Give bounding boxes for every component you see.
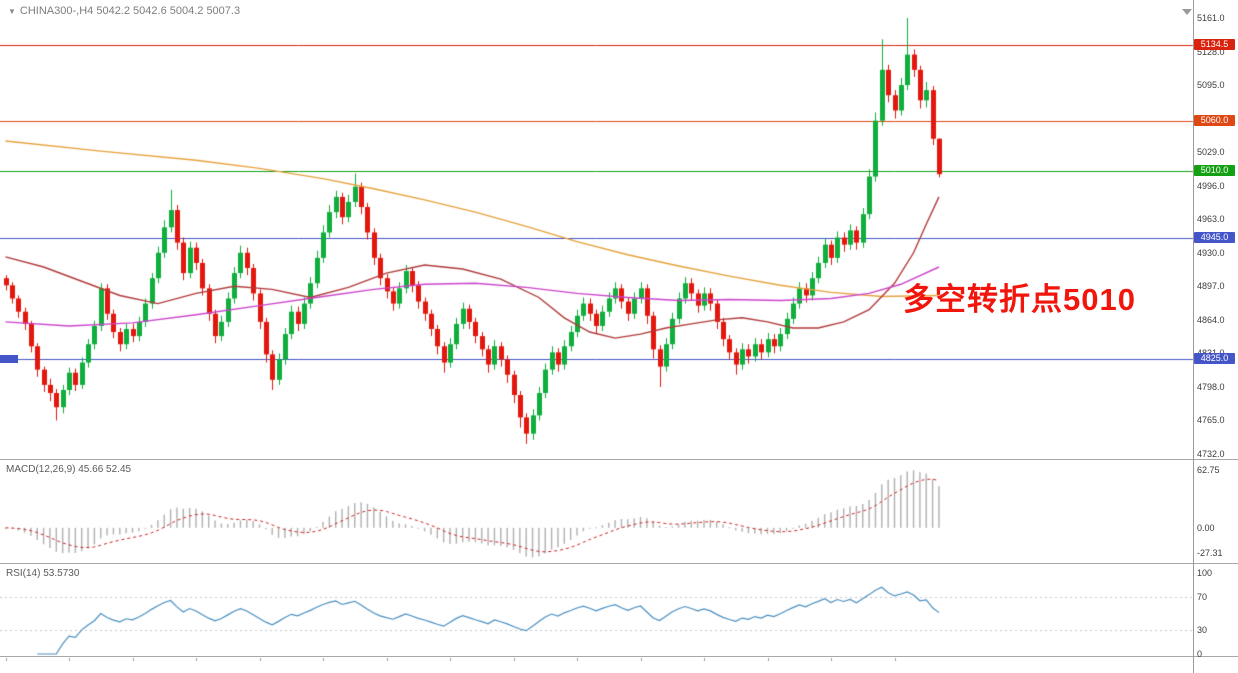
macd-tick-label: 62.75 bbox=[1197, 465, 1220, 475]
price-tick-label: 5029.0 bbox=[1197, 147, 1225, 157]
rsi-tick-label: 100 bbox=[1197, 568, 1213, 578]
price-axis[interactable]: 5161.05128.05095.05062.05029.04996.04963… bbox=[1194, 0, 1238, 673]
hline-price-label: 4825.0 bbox=[1194, 353, 1235, 364]
scroll-anchor-icon[interactable] bbox=[1182, 9, 1192, 15]
price-axis-border bbox=[1193, 0, 1194, 673]
hline-price-label: 5010.0 bbox=[1194, 165, 1235, 176]
rsi-tick-label: 0 bbox=[1197, 649, 1203, 659]
price-tick-label: 5161.0 bbox=[1197, 13, 1225, 23]
macd-label: MACD(12,26,9) 45.66 52.45 bbox=[6, 464, 132, 475]
price-tick-label: 5095.0 bbox=[1197, 80, 1225, 90]
panel-divider-main-macd[interactable] bbox=[0, 459, 1238, 460]
macd-tick-label: 0.00 bbox=[1197, 523, 1215, 533]
symbol-ohlc-text: CHINA300-,H4 5042.2 5042.6 5004.2 5007.3 bbox=[19, 5, 241, 17]
hline-left-marker[interactable] bbox=[0, 355, 18, 363]
price-tick-label: 4732.0 bbox=[1197, 449, 1225, 459]
hline-price-label: 5134.5 bbox=[1194, 39, 1235, 50]
price-tick-label: 4864.0 bbox=[1197, 315, 1225, 325]
panel-divider-rsi-time bbox=[0, 656, 1238, 657]
hline-price-label: 4945.0 bbox=[1194, 232, 1235, 243]
price-tick-label: 4765.0 bbox=[1197, 415, 1225, 425]
symbol-info: ▼ CHINA300-,H4 5042.2 5042.6 5004.2 5007.… bbox=[8, 5, 240, 17]
hline-price-label: 5060.0 bbox=[1194, 115, 1235, 126]
annotation-text: 多空转折点5010 bbox=[903, 282, 1136, 317]
macd-tick-label: -27.31 bbox=[1197, 548, 1223, 558]
time-axis[interactable] bbox=[0, 657, 1193, 673]
rsi-tick-label: 70 bbox=[1197, 592, 1208, 602]
price-tick-label: 4963.0 bbox=[1197, 214, 1225, 224]
price-tick-label: 4897.0 bbox=[1197, 281, 1225, 291]
price-tick-label: 4930.0 bbox=[1197, 248, 1225, 258]
price-tick-label: 4798.0 bbox=[1197, 382, 1225, 392]
rsi-tick-label: 30 bbox=[1197, 625, 1208, 635]
price-tick-label: 5128.0 bbox=[1197, 47, 1225, 57]
collapse-chart-icon[interactable]: ▼ bbox=[8, 7, 16, 16]
panel-divider-macd-rsi[interactable] bbox=[0, 563, 1238, 564]
rsi-label: RSI(14) 53.5730 bbox=[6, 568, 80, 579]
price-tick-label: 4996.0 bbox=[1197, 181, 1225, 191]
